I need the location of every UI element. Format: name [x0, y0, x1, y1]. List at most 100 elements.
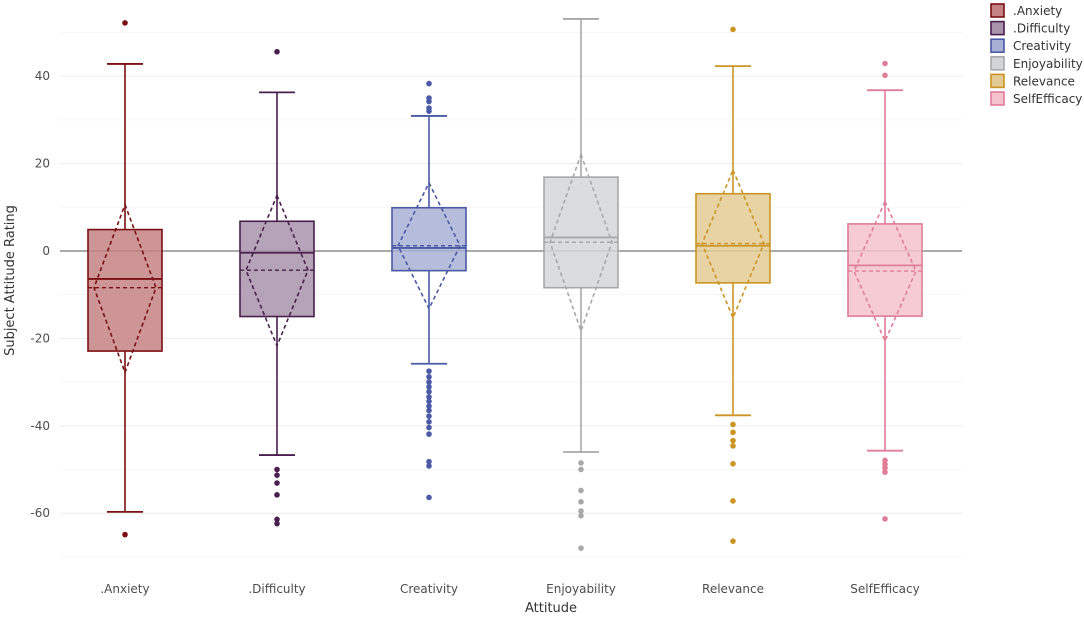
legend-label: Enjoyability: [1013, 57, 1083, 71]
y-axis-title: Subject Attitude Rating: [3, 205, 18, 356]
y-tick-label: -40: [30, 419, 50, 433]
x-axis-title: Attitude: [525, 601, 577, 616]
outlier-point: [578, 508, 584, 514]
legend-label: .Difficulty: [1013, 22, 1070, 36]
outlier-point: [730, 421, 736, 428]
outlier-point: [426, 463, 432, 469]
outlier-point: [426, 394, 432, 400]
outlier-point: [274, 472, 280, 478]
outlier-point: [882, 60, 888, 67]
iqr-box: [87, 228, 163, 352]
y-axis-ticks: 40 20 0 -20 -40 -60: [30, 69, 50, 520]
outlier-point: [426, 80, 432, 87]
outlier-point: [426, 384, 432, 390]
outlier-point: [274, 520, 280, 527]
y-tick-label: -60: [30, 506, 50, 520]
iqr-box: [847, 223, 923, 317]
outlier-point: [730, 429, 736, 436]
outlier-point: [578, 513, 584, 519]
outlier-point: [882, 516, 888, 522]
legend-item: .Difficulty: [990, 20, 1070, 36]
outlier-point: [578, 499, 584, 505]
outlier-point: [426, 374, 432, 380]
legend-swatch: [990, 91, 1005, 106]
box-anxiety: [87, 20, 163, 538]
outlier-point: [730, 443, 736, 449]
outlier-point: [426, 98, 432, 105]
legend-label: SelfEfficacy: [1013, 92, 1082, 106]
outlier-point: [578, 460, 584, 466]
outlier-point: [426, 368, 432, 374]
legend-label: Creativity: [1013, 39, 1071, 53]
outlier-point: [274, 480, 280, 486]
outlier-point: [122, 20, 128, 26]
outlier-point: [730, 498, 736, 504]
outlier-point: [882, 464, 888, 471]
legend-item: Relevance: [990, 73, 1075, 89]
outlier-point: [274, 48, 280, 55]
outlier-point: [426, 494, 432, 501]
outlier-point: [426, 388, 432, 395]
x-tick-label: Enjoyability: [546, 582, 616, 596]
x-tick-label: Creativity: [400, 582, 458, 596]
legend-item: .Anxiety: [990, 3, 1062, 18]
legend-swatch: [990, 3, 1005, 18]
outlier-point: [274, 466, 280, 473]
outlier-point: [578, 466, 584, 473]
x-tick-label: .Difficulty: [248, 582, 305, 596]
outlier-point: [274, 516, 280, 523]
outlier-point: [426, 403, 432, 409]
x-tick-label: Relevance: [702, 582, 764, 596]
iqr-box: [543, 176, 619, 289]
mean-sd-diamond: [245, 193, 309, 348]
legend: .Anxiety .Difficulty Creativity Enjoyabilit…: [990, 3, 1083, 106]
legend-item: Creativity: [990, 38, 1071, 54]
legend-swatch: [990, 55, 1005, 71]
legend-item: Enjoyability: [990, 55, 1083, 71]
outlier-point: [882, 469, 888, 475]
mean-sd-diamond: [397, 181, 461, 311]
box-difficulty: [239, 48, 315, 527]
box-plot-series: [87, 18, 923, 551]
x-tick-label: .Anxiety: [100, 582, 149, 596]
mean-sd-diamond: [853, 199, 917, 343]
outlier-point: [426, 407, 432, 414]
outlier-point: [882, 72, 888, 79]
legend-item: SelfEfficacy: [990, 91, 1082, 106]
outlier-point: [578, 487, 584, 494]
outlier-point: [426, 108, 432, 114]
iqr-box: [239, 220, 315, 318]
outlier-point: [426, 379, 432, 385]
legend-label: .Anxiety: [1013, 4, 1062, 18]
outlier-point: [730, 437, 736, 444]
mean-sd-diamond: [93, 202, 157, 375]
outlier-point: [730, 461, 736, 467]
outlier-point: [426, 419, 432, 425]
iqr-box: [391, 206, 467, 272]
x-axis-ticks: .Anxiety .Difficulty Creativity Enjoyabilit…: [100, 582, 919, 596]
y-tick-label: 0: [42, 244, 50, 258]
mean-sd-diamond: [701, 168, 765, 320]
legend-swatch: [990, 20, 1005, 36]
grid-lines: [60, 32, 962, 558]
outlier-point: [426, 431, 432, 437]
legend-swatch: [990, 73, 1005, 89]
box-enjoyability: [543, 18, 619, 551]
iqr-box: [695, 192, 771, 284]
outlier-point: [426, 458, 432, 465]
legend-label: Relevance: [1013, 74, 1075, 88]
outlier-point: [578, 545, 584, 551]
x-tick-label: SelfEfficacy: [850, 582, 919, 596]
outlier-point: [122, 531, 128, 538]
outlier-point: [426, 424, 432, 431]
box-creativity: [391, 80, 467, 501]
y-tick-label: 20: [35, 157, 50, 171]
y-tick-label: 40: [35, 69, 50, 83]
box-selfefficacy: [847, 60, 923, 522]
outlier-point: [730, 26, 736, 33]
outlier-point: [882, 457, 888, 464]
outlier-point: [730, 538, 736, 544]
legend-swatch: [990, 38, 1005, 54]
y-tick-label: -20: [30, 331, 50, 345]
